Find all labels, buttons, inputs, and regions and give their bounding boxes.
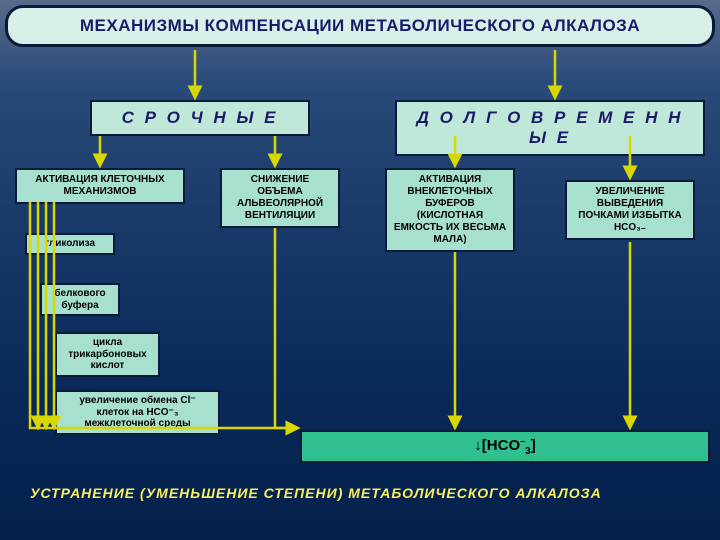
category-longterm: Д О Л Г О В Р Е М Е Н Н Ы Е — [395, 100, 705, 156]
result-box: ↓[HCO–3] — [300, 430, 710, 463]
node-tca-cycle: цикла трикарбоновых кислот — [55, 332, 160, 377]
node-renal: УВЕЛИЧЕНИЕ ВЫВЕДЕНИЯ ПОЧКАМИ ИЗБЫТКА HCO… — [565, 180, 695, 240]
category-urgent: С Р О Ч Н Ы Е — [90, 100, 310, 136]
node-ventilation: СНИЖЕНИЕ ОБЪЕМА АЛЬВЕОЛЯРНОЙ ВЕНТИЛЯЦИИ — [220, 168, 340, 228]
node-cell-activation-text: АКТИВАЦИЯ КЛЕТОЧНЫХ МЕХАНИЗМОВ — [35, 174, 164, 197]
node-ventilation-text: СНИЖЕНИЕ ОБЪЕМА АЛЬВЕОЛЯРНОЙ ВЕНТИЛЯЦИИ — [237, 174, 323, 221]
node-protein-buffer: белкового буфера — [40, 283, 120, 316]
category-longterm-label: Д О Л Г О В Р Е М Е Н Н Ы Е — [417, 108, 684, 147]
node-extracell-text: АКТИВАЦИЯ ВНЕКЛЕТОЧНЫХ БУФЕРОВ (КИСЛОТНА… — [394, 174, 506, 245]
conclusion-label: УСТРАНЕНИЕ (УМЕНЬШЕНИЕ СТЕПЕНИ) МЕТАБОЛИ… — [30, 485, 602, 501]
node-renal-text: УВЕЛИЧЕНИЕ ВЫВЕДЕНИЯ ПОЧКАМИ ИЗБЫТКА HCO… — [578, 186, 681, 233]
title-text: МЕХАНИЗМЫ КОМПЕНСАЦИИ МЕТАБОЛИЧЕСКОГО АЛ… — [80, 16, 640, 35]
down-arrow-icon: ↓ — [474, 437, 482, 454]
node-glycolysis-text: гликолиза — [45, 238, 95, 249]
node-tca-text: цикла трикарбоновых кислот — [68, 337, 147, 371]
category-urgent-label: С Р О Ч Н Ы Е — [122, 108, 279, 127]
node-cell-activation: АКТИВАЦИЯ КЛЕТОЧНЫХ МЕХАНИЗМОВ — [15, 168, 185, 204]
node-cl-text: увеличение обмена Cl⁻ клеток на HCO⁻₃ ме… — [79, 395, 195, 429]
node-extracell-buffers: АКТИВАЦИЯ ВНЕКЛЕТОЧНЫХ БУФЕРОВ (КИСЛОТНА… — [385, 168, 515, 252]
node-cl-exchange: увеличение обмена Cl⁻ клеток на HCO⁻₃ ме… — [55, 390, 220, 435]
conclusion-text: УСТРАНЕНИЕ (УМЕНЬШЕНИЕ СТЕПЕНИ) МЕТАБОЛИ… — [30, 485, 602, 501]
title-box: МЕХАНИЗМЫ КОМПЕНСАЦИИ МЕТАБОЛИЧЕСКОГО АЛ… — [5, 5, 715, 47]
node-glycolysis: гликолиза — [25, 233, 115, 255]
result-formula: [HCO–3] — [482, 437, 536, 454]
node-protein-text: белкового буфера — [54, 288, 105, 311]
